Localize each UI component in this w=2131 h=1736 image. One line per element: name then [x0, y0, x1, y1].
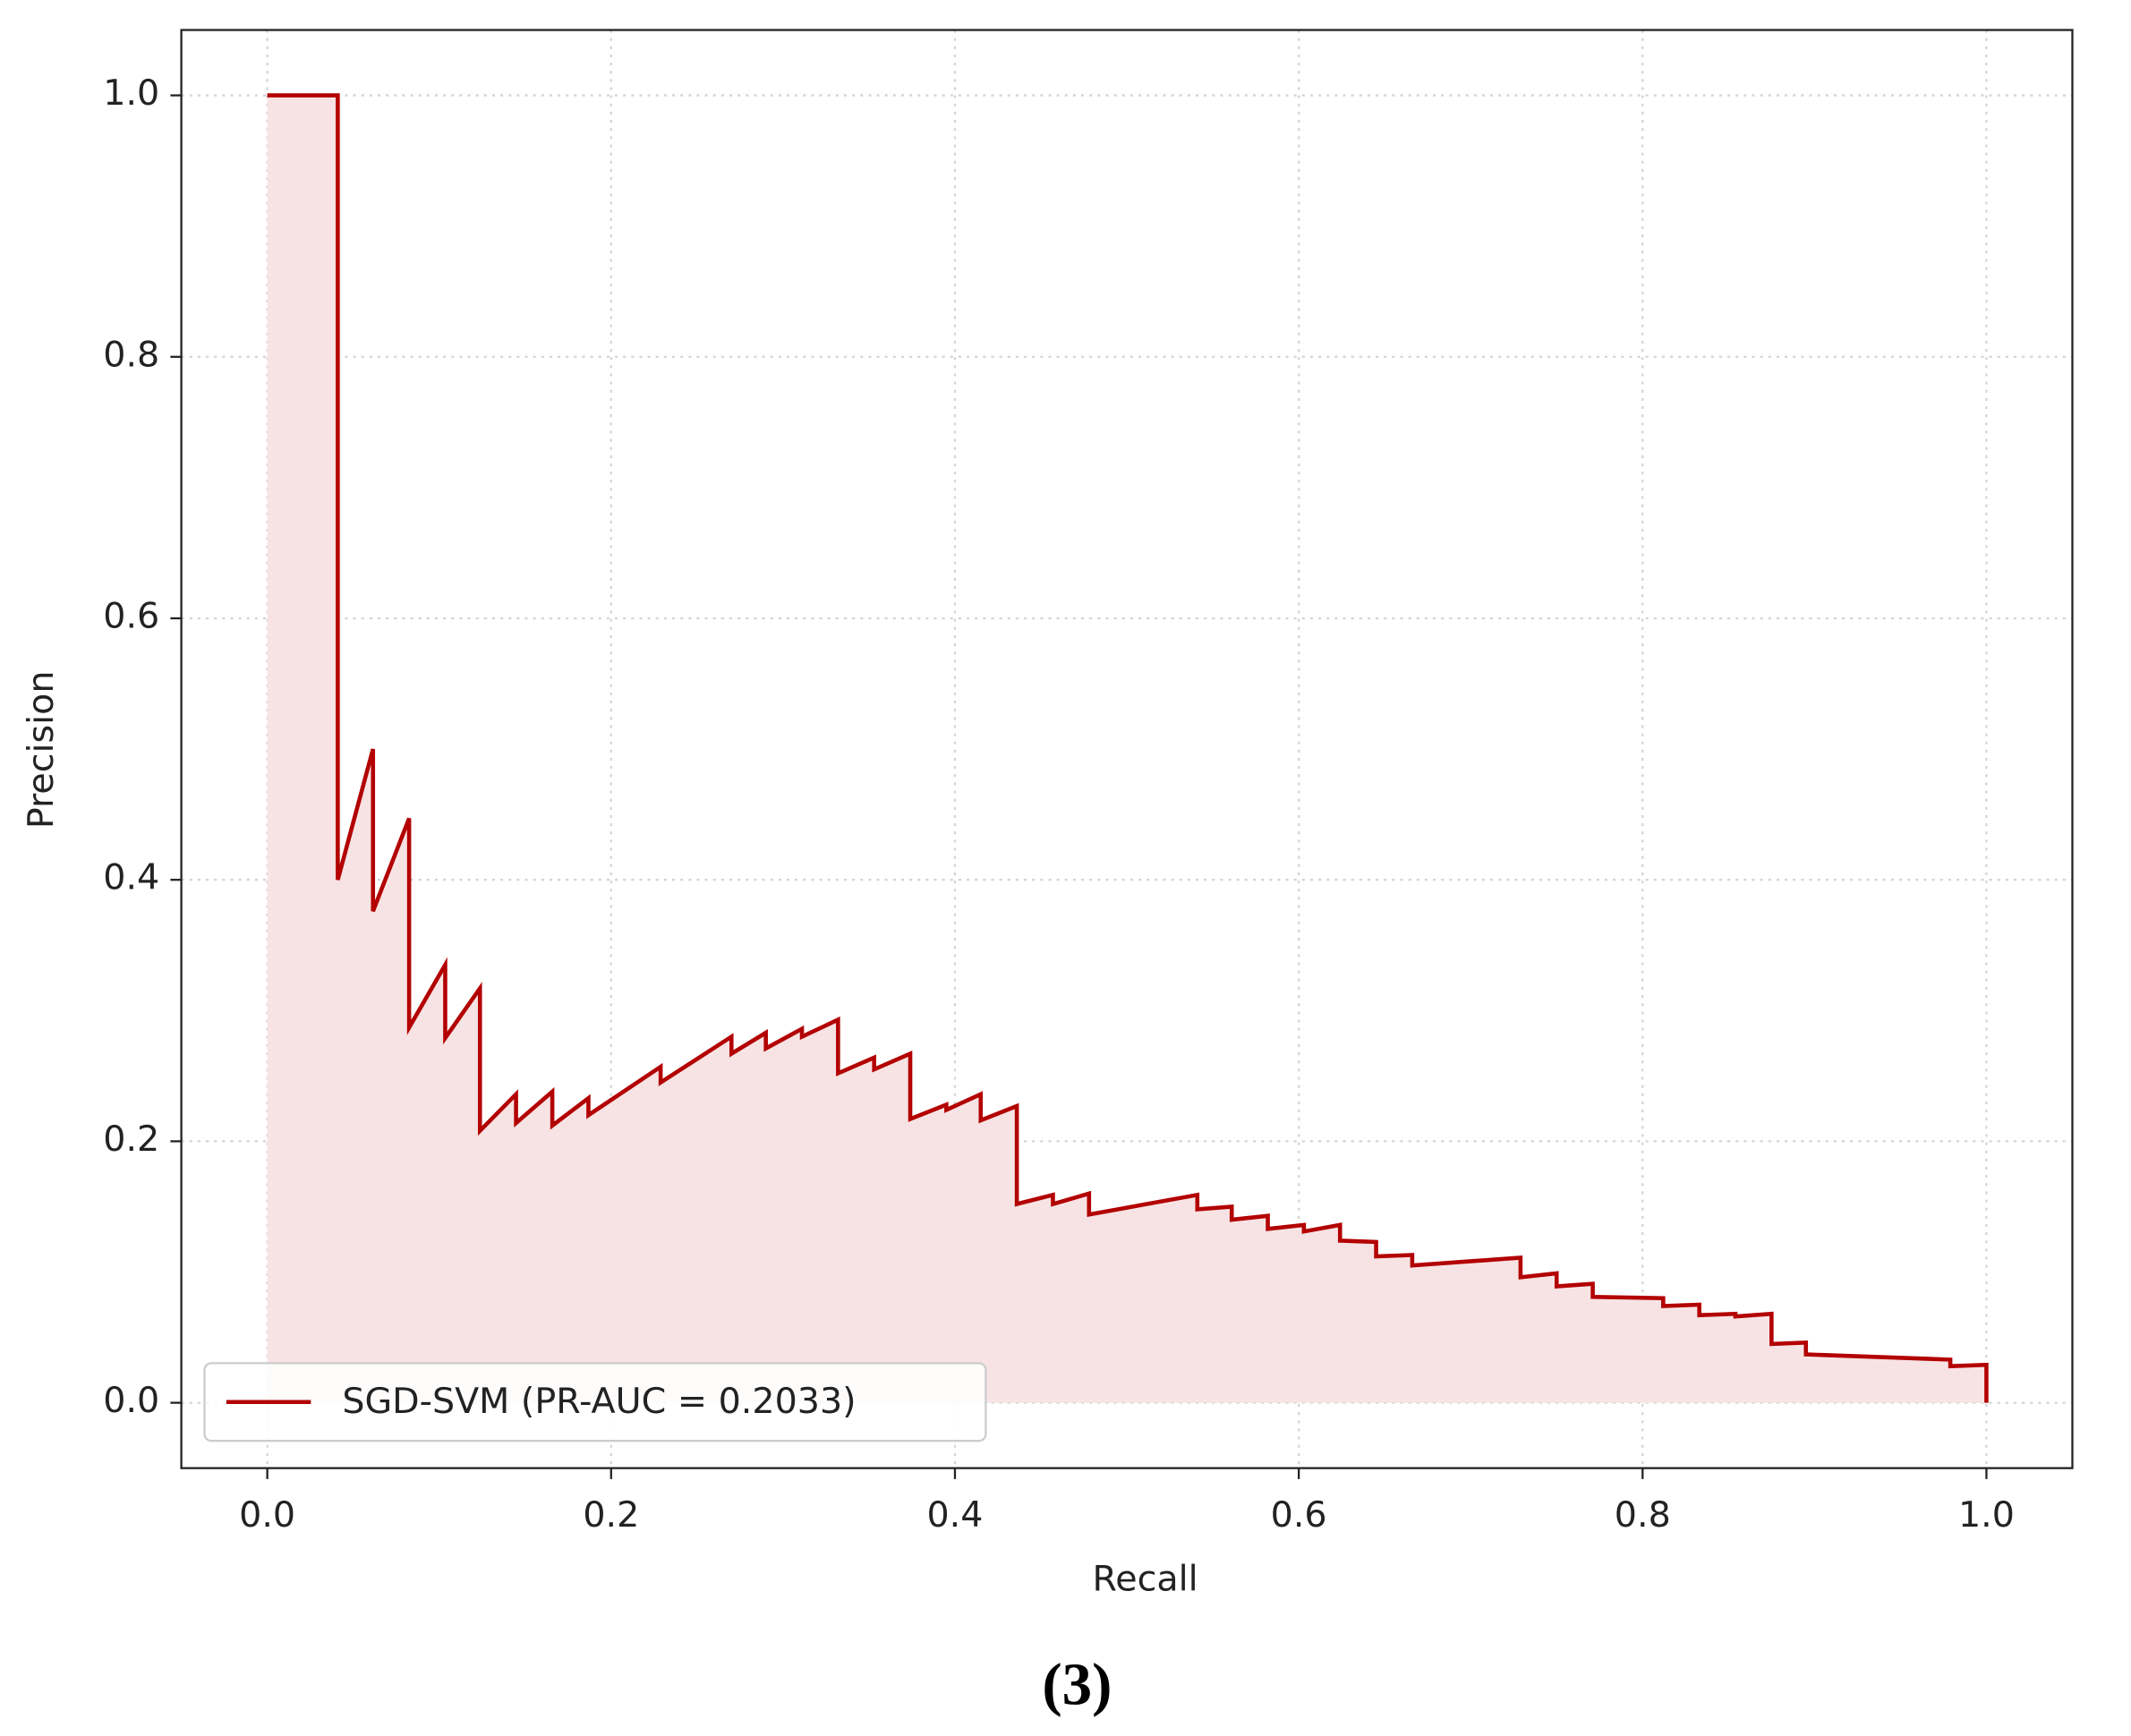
area	[267, 95, 1987, 1403]
x-tick-label: 0.8	[1615, 1494, 1671, 1536]
x-tick-label: 0.6	[1271, 1494, 1327, 1536]
y-tick-label: 1.0	[103, 72, 159, 114]
y-axis-label: Precision	[21, 671, 62, 830]
x-tick-label: 1.0	[1958, 1494, 2015, 1536]
x-tick-label: 0.0	[239, 1494, 295, 1536]
y-tick-label: 0.6	[103, 595, 159, 636]
x-tick-label: 0.4	[926, 1494, 983, 1536]
y-tick-label: 0.2	[103, 1119, 159, 1160]
y-tick-label: 0.4	[103, 857, 159, 898]
x-axis-label: Recall	[1093, 1559, 1198, 1600]
legend-box	[203, 1362, 987, 1442]
x-tick-label: 0.2	[583, 1494, 639, 1536]
line	[267, 93, 1989, 1403]
y-tick-label: 0.0	[103, 1380, 159, 1421]
legend-label: SGD-SVM (PR-AUC = 0.2033)	[342, 1381, 856, 1422]
caption: (3)	[1042, 1651, 1112, 1717]
y-tick-label: 0.8	[103, 334, 159, 375]
plot-frame	[180, 29, 2074, 1469]
